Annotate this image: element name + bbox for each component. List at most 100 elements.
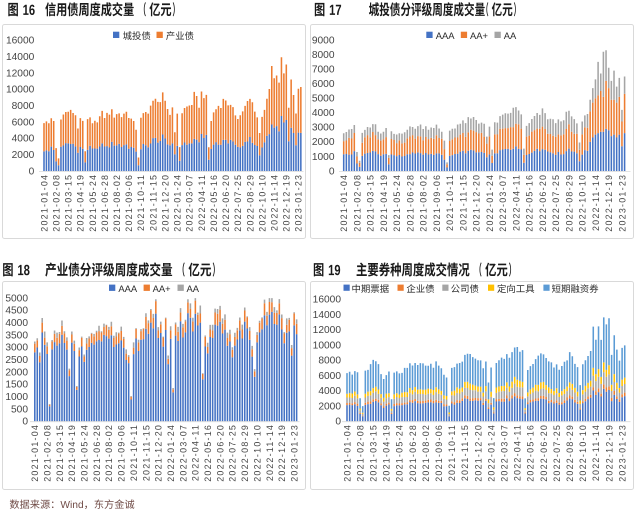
svg-text:2023-01-23: 2023-01-23 (617, 424, 627, 482)
svg-text:2021-02-08: 2021-02-08 (42, 424, 52, 482)
svg-text:1000: 1000 (312, 152, 335, 163)
svg-text:2021-11-15: 2021-11-15 (148, 174, 158, 231)
svg-text:2022-01-24: 2022-01-24 (166, 424, 176, 482)
svg-text:2021-06-28: 2021-06-28 (405, 174, 415, 232)
svg-text:12000: 12000 (313, 325, 342, 336)
svg-text:16000: 16000 (313, 295, 342, 306)
svg-text:4000: 4000 (312, 108, 335, 119)
svg-text:1000: 1000 (5, 392, 28, 403)
svg-text:2022-12-19: 2022-12-19 (282, 174, 292, 232)
svg-text:2022-07-25: 2022-07-25 (551, 174, 561, 232)
svg-text:2022-11-14: 2022-11-14 (265, 424, 275, 481)
svg-text:2022-07-25: 2022-07-25 (228, 424, 238, 482)
svg-text:2022-06-20: 2022-06-20 (539, 424, 549, 482)
svg-text:2022-05-16: 2022-05-16 (525, 174, 535, 232)
svg-text:2021-10-11: 2021-10-11 (129, 424, 139, 481)
svg-text:2021-02-08: 2021-02-08 (51, 174, 61, 232)
svg-text:2021-08-02: 2021-08-02 (104, 424, 114, 482)
svg-text:500: 500 (11, 404, 28, 415)
svg-text:2021-06-28: 2021-06-28 (408, 424, 418, 482)
svg-text:2021-08-02: 2021-08-02 (421, 424, 431, 482)
svg-text:2022-11-14: 2022-11-14 (591, 424, 601, 481)
svg-text:2022-08-29: 2022-08-29 (245, 174, 255, 232)
svg-text:2021-01-04: 2021-01-04 (339, 174, 349, 232)
svg-text:2022-04-11: 2022-04-11 (197, 174, 207, 231)
svg-text:2021-03-15: 2021-03-15 (369, 424, 379, 482)
svg-text:2022-08-29: 2022-08-29 (564, 174, 574, 232)
svg-text:2021-01-04: 2021-01-04 (342, 424, 352, 482)
svg-text:2022-05-16: 2022-05-16 (203, 424, 213, 482)
svg-text:2022-03-07: 2022-03-07 (178, 424, 188, 482)
svg-text:0: 0 (335, 417, 341, 428)
svg-text:2023-01-23: 2023-01-23 (617, 174, 627, 232)
svg-text:2021-05-24: 2021-05-24 (392, 174, 402, 232)
svg-text:2022-10-10: 2022-10-10 (578, 174, 588, 232)
svg-text:10000: 10000 (6, 85, 35, 96)
svg-text:14000: 14000 (313, 310, 342, 321)
svg-text:2022-11-14: 2022-11-14 (269, 174, 279, 231)
svg-text:2021-10-11: 2021-10-11 (445, 174, 455, 231)
svg-text:2022-08-29: 2022-08-29 (565, 424, 575, 482)
svg-text:2021-09-06: 2021-09-06 (117, 424, 127, 482)
svg-text:2021-03-15: 2021-03-15 (366, 174, 376, 232)
svg-text:16000: 16000 (6, 36, 35, 47)
svg-text:3000: 3000 (312, 123, 335, 134)
svg-text:2022-12-19: 2022-12-19 (604, 424, 614, 482)
svg-text:2021-12-20: 2021-12-20 (154, 424, 164, 482)
svg-text:2021-06-28: 2021-06-28 (100, 174, 110, 232)
svg-text:9000: 9000 (312, 35, 335, 46)
svg-text:4000: 4000 (318, 386, 341, 397)
svg-text:2021-06-28: 2021-06-28 (92, 424, 102, 482)
svg-text:AA+: AA+ (153, 283, 172, 294)
svg-text:2022-11-14: 2022-11-14 (591, 174, 601, 231)
svg-text:2021-05-24: 2021-05-24 (395, 424, 405, 482)
svg-text:8000: 8000 (312, 50, 335, 61)
svg-text:2022-10-10: 2022-10-10 (578, 424, 588, 482)
svg-text:2000: 2000 (5, 367, 28, 378)
svg-text:2021-09-06: 2021-09-06 (434, 424, 444, 482)
svg-text:2022-01-24: 2022-01-24 (173, 174, 183, 232)
svg-text:2023-01-23: 2023-01-23 (289, 424, 299, 482)
svg-text:2021-05-24: 2021-05-24 (80, 424, 90, 482)
svg-text:2022-06-20: 2022-06-20 (538, 174, 548, 232)
svg-text:2022-12-19: 2022-12-19 (604, 174, 614, 232)
svg-text:2000: 2000 (318, 401, 341, 412)
svg-text:8000: 8000 (12, 101, 35, 112)
svg-text:3000: 3000 (5, 343, 28, 354)
svg-text:6000: 6000 (318, 371, 341, 382)
svg-text:2022-06-20: 2022-06-20 (215, 424, 225, 482)
svg-text:2021-11-15: 2021-11-15 (458, 174, 468, 231)
svg-text:2022-12-19: 2022-12-19 (277, 424, 287, 482)
svg-text:2021-04-19: 2021-04-19 (67, 424, 77, 482)
svg-text:2022-01-24: 2022-01-24 (486, 424, 496, 482)
svg-text:2022-04-11: 2022-04-11 (191, 424, 201, 481)
svg-text:2021-11-15: 2021-11-15 (460, 424, 470, 481)
svg-text:2021-01-04: 2021-01-04 (39, 174, 49, 232)
svg-text:AAA: AAA (118, 283, 138, 294)
svg-text:2021-10-11: 2021-10-11 (136, 174, 146, 231)
svg-text:14000: 14000 (6, 52, 35, 63)
svg-text:2022-04-11: 2022-04-11 (511, 174, 521, 231)
svg-text:0: 0 (22, 417, 28, 428)
svg-text:2022-05-16: 2022-05-16 (209, 174, 219, 232)
svg-text:2021-12-20: 2021-12-20 (160, 174, 170, 232)
svg-text:2500: 2500 (5, 355, 28, 366)
svg-text:2022-07-25: 2022-07-25 (552, 424, 562, 482)
svg-text:2021-09-06: 2021-09-06 (432, 174, 442, 232)
svg-text:4000: 4000 (12, 134, 35, 145)
svg-text:6000: 6000 (312, 79, 335, 90)
svg-text:12000: 12000 (6, 68, 35, 79)
svg-text:8000: 8000 (318, 356, 341, 367)
svg-text:2021-09-06: 2021-09-06 (124, 174, 134, 232)
svg-text:2022-03-07: 2022-03-07 (500, 424, 510, 482)
svg-text:1500: 1500 (5, 380, 28, 391)
svg-text:2022-04-11: 2022-04-11 (513, 424, 523, 481)
svg-text:4500: 4500 (5, 306, 28, 317)
svg-text:AAA: AAA (436, 30, 456, 41)
svg-text:2021-04-19: 2021-04-19 (76, 174, 86, 232)
svg-text:2021-03-15: 2021-03-15 (64, 174, 74, 232)
svg-text:7000: 7000 (312, 64, 335, 75)
svg-text:0: 0 (329, 166, 335, 177)
svg-text:2021-02-08: 2021-02-08 (352, 174, 362, 232)
svg-text:2000: 2000 (12, 150, 35, 161)
